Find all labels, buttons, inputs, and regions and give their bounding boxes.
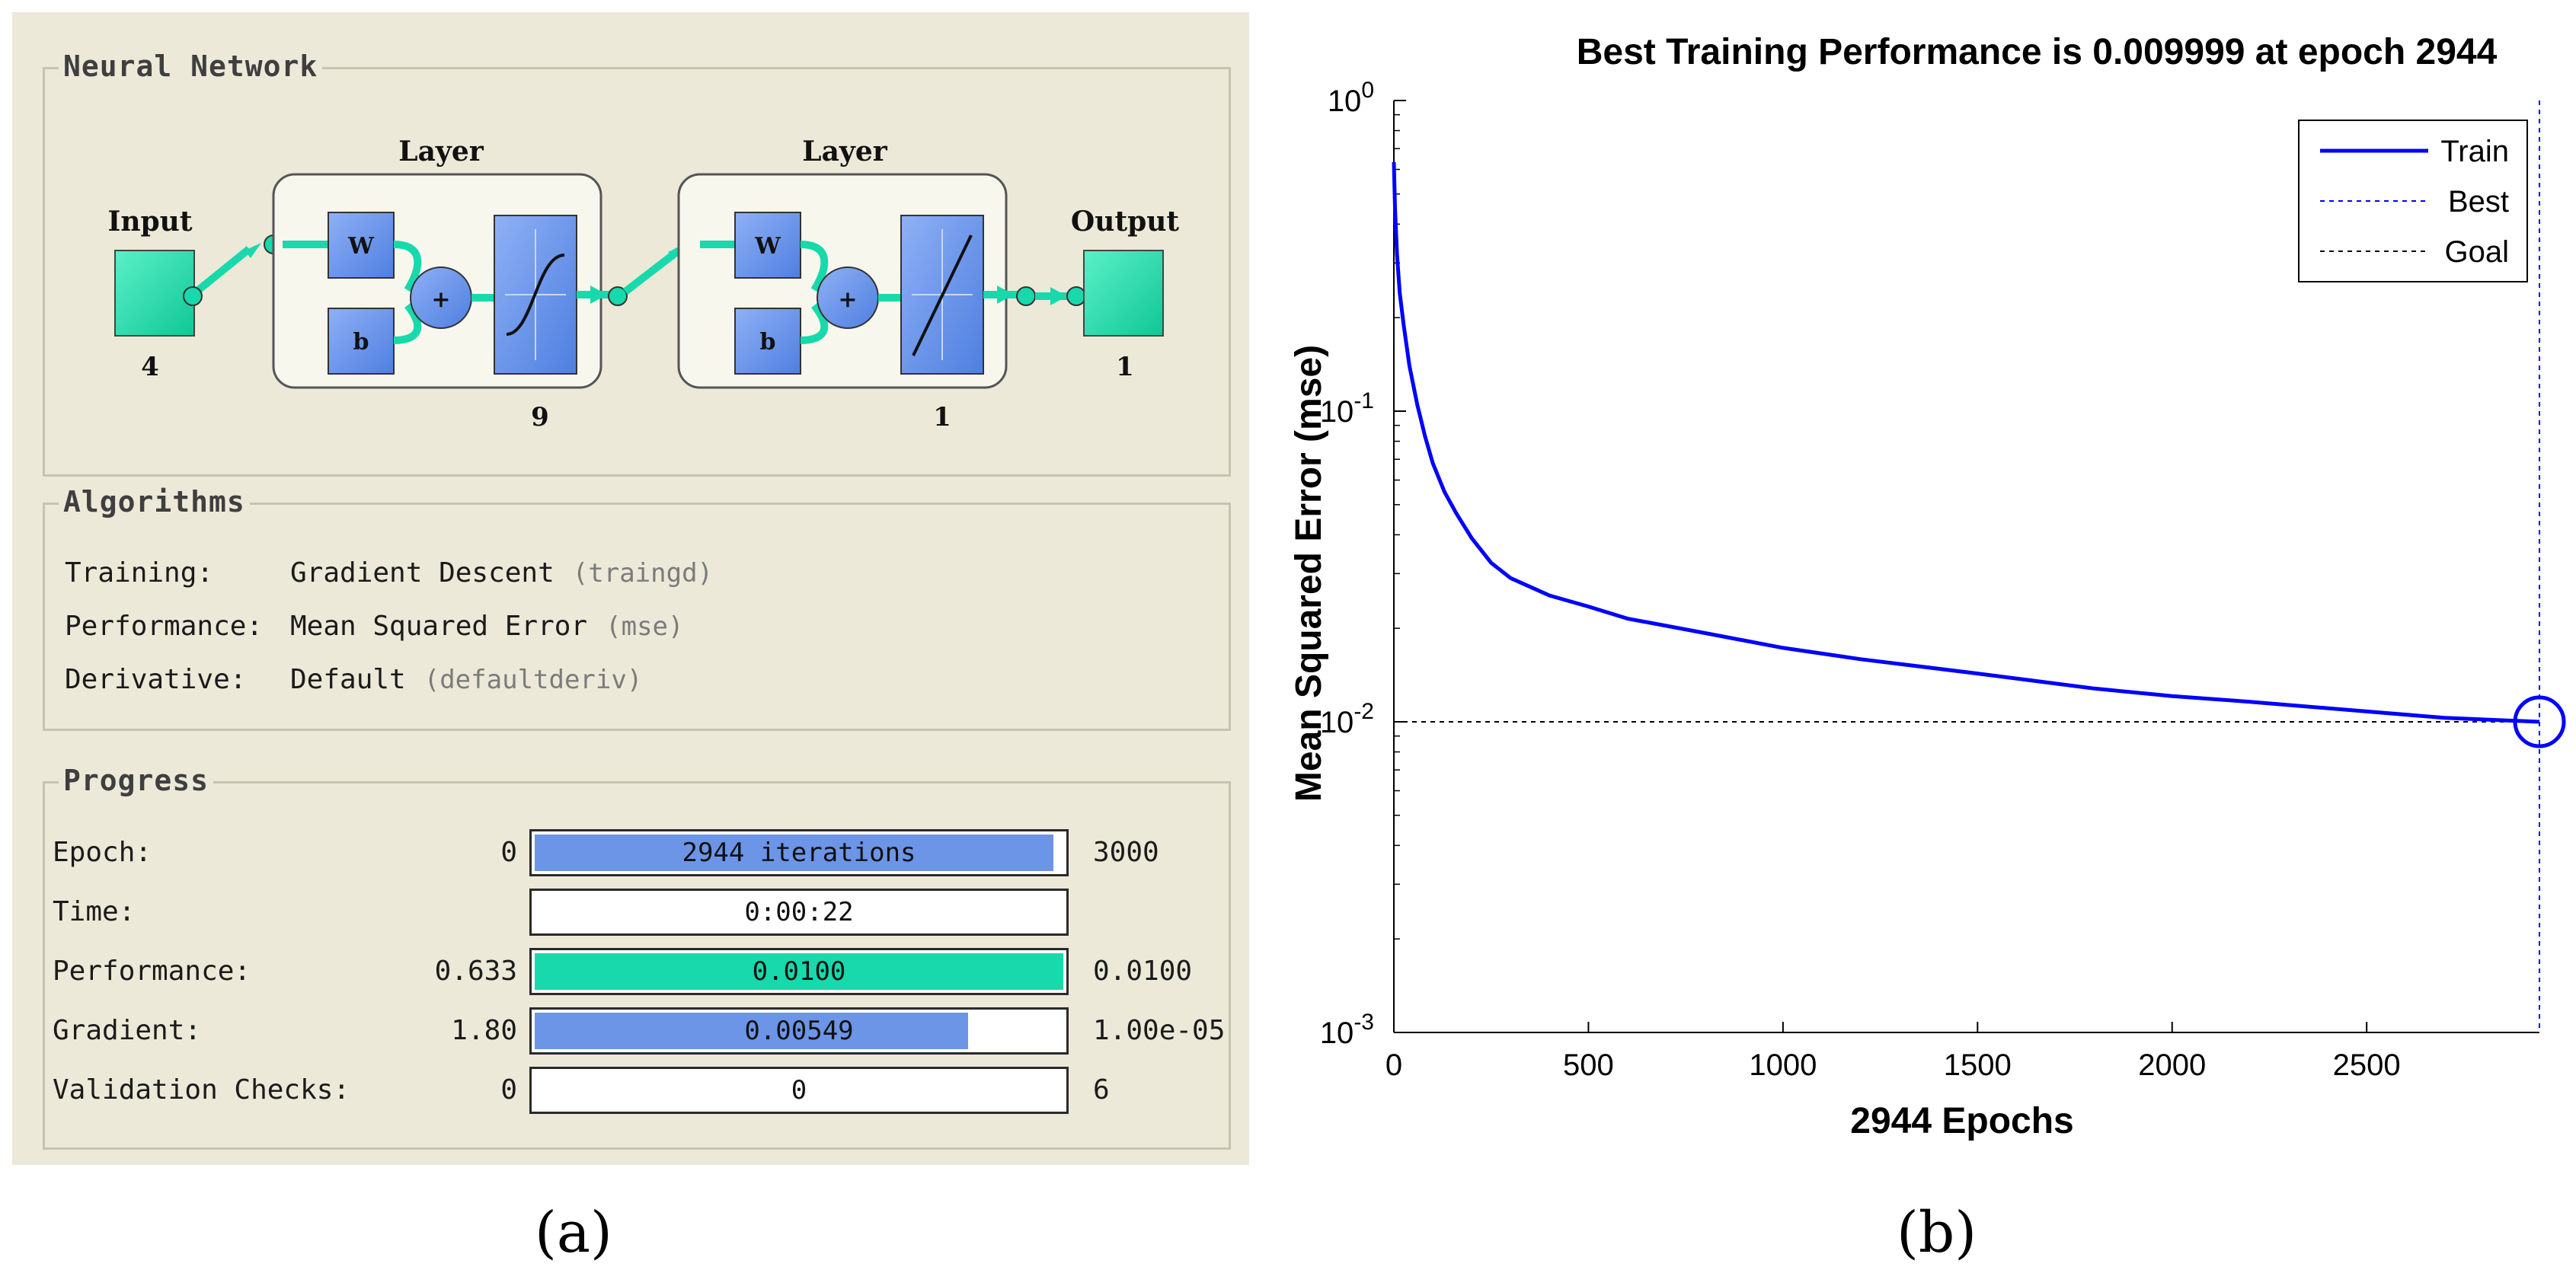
layer-1-sum-label: + bbox=[431, 286, 450, 313]
layer-1-weight bbox=[328, 212, 395, 279]
x-tick-label: 1000 bbox=[1749, 1048, 1817, 1082]
progress-fill bbox=[535, 953, 1063, 990]
progress-row-epoch: Epoch: 0 2944 iterations 3000 bbox=[45, 829, 1233, 876]
progress-start: 0 bbox=[500, 837, 517, 868]
progress-row-gradient: Gradient: 1.80 0.00549 1.00e-05 bbox=[45, 1007, 1233, 1055]
y-tick-label: 10-3 bbox=[1320, 1010, 1374, 1050]
progress-label: Time: bbox=[53, 896, 136, 927]
algo-label: Training: bbox=[65, 557, 214, 589]
x-tick-label: 2000 bbox=[2138, 1048, 2206, 1082]
chart-title: Best Training Performance is 0.009999 at… bbox=[1577, 32, 2498, 72]
input-block bbox=[114, 250, 195, 337]
legend-label: Best bbox=[2448, 185, 2509, 219]
algorithms-legend: Algorithms bbox=[59, 485, 250, 519]
progress-label: Performance: bbox=[53, 956, 251, 987]
training-window: Neural Network Input 4 La bbox=[12, 12, 1249, 1165]
progress-fill bbox=[535, 834, 1053, 871]
progress-group: Progress Epoch: 0 2944 iterations 3000 T… bbox=[43, 764, 1233, 1150]
chart-xlabel: 2944 Epochs bbox=[1850, 1101, 2073, 1141]
layer-2-title: Layer bbox=[802, 136, 887, 168]
progress-bar-text: 0:00:22 bbox=[744, 897, 854, 927]
layer-1-bias-label: b bbox=[353, 329, 369, 356]
output-block bbox=[1083, 250, 1164, 337]
layer-2-bias bbox=[734, 308, 801, 375]
performance-chart: Best Training Performance is 0.009999 at… bbox=[1289, 32, 2566, 1141]
layer-2-bias-label: b bbox=[760, 329, 776, 356]
x-tick-label: 0 bbox=[1385, 1048, 1402, 1082]
y-tick-label: 100 bbox=[1328, 78, 1374, 118]
algorithms-group: Algorithms Training: Gradient Descent (tr… bbox=[43, 485, 1231, 731]
algo-paren: (traingd) bbox=[572, 558, 714, 589]
algo-value: Gradient Descent bbox=[290, 557, 555, 589]
input-size: 4 bbox=[141, 352, 159, 382]
progress-end: 3000 bbox=[1093, 837, 1159, 868]
legend-label: Goal bbox=[2445, 235, 2510, 269]
x-tick-label: 2500 bbox=[2333, 1048, 2401, 1082]
progress-bar-text: 0.0100 bbox=[752, 956, 846, 987]
layer-2-weight bbox=[734, 212, 801, 279]
algo-value: Mean Squared Error bbox=[290, 611, 588, 642]
y-tick-label: 10-1 bbox=[1320, 388, 1374, 429]
y-tick-label: 10-2 bbox=[1320, 699, 1374, 739]
layer-2-weight-label: W bbox=[754, 233, 781, 260]
progress-label: Epoch: bbox=[53, 837, 152, 868]
algo-value: Default bbox=[290, 664, 406, 695]
progress-row-performance: Performance: 0.633 0.0100 0.0100 bbox=[45, 948, 1233, 995]
progress-bar-epoch: 2944 iterations bbox=[529, 829, 1069, 876]
progress-bar-text: 0 bbox=[791, 1075, 807, 1106]
layer-2-size: 1 bbox=[933, 402, 951, 432]
progress-end: 0.0100 bbox=[1093, 956, 1193, 987]
input-label: Input bbox=[108, 206, 193, 238]
network-diagram: Input 4 Layer W b + 9 bbox=[108, 136, 1180, 432]
progress-start: 0 bbox=[500, 1074, 517, 1106]
progress-row-time: Time: 0:00:22 bbox=[45, 889, 1233, 936]
progress-label: Validation Checks: bbox=[53, 1074, 350, 1106]
layer-1-size: 9 bbox=[531, 402, 549, 432]
progress-bar-text: 0.00549 bbox=[744, 1016, 854, 1046]
progress-end: 1.00e-05 bbox=[1093, 1015, 1226, 1046]
output-size: 1 bbox=[1116, 352, 1134, 382]
output-label: Output bbox=[1071, 206, 1180, 238]
algo-paren: (defaultderiv) bbox=[423, 665, 643, 695]
progress-bar-time: 0:00:22 bbox=[529, 889, 1069, 936]
progress-bar-text: 2944 iterations bbox=[682, 838, 916, 868]
chart-ylabel: Mean Squared Error (mse) bbox=[1289, 345, 1329, 802]
x-tick-label: 500 bbox=[1563, 1048, 1614, 1082]
progress-bar-gradient: 0.00549 bbox=[529, 1007, 1069, 1055]
progress-row-validation: Validation Checks: 0 0 6 bbox=[45, 1067, 1233, 1114]
x-tick-label: 1500 bbox=[1944, 1048, 2012, 1082]
caption-b: (b) bbox=[1897, 1200, 1977, 1265]
algo-paren: (mse) bbox=[606, 611, 684, 642]
algo-label: Derivative: bbox=[65, 664, 247, 695]
progress-fill bbox=[535, 1013, 969, 1049]
progress-bar-validation: 0 bbox=[529, 1067, 1069, 1114]
best-point-marker bbox=[2513, 695, 2566, 748]
neural-network-legend: Neural Network bbox=[59, 49, 323, 83]
progress-start: 1.80 bbox=[451, 1015, 517, 1046]
neural-network-group: Neural Network Input 4 La bbox=[43, 49, 1231, 477]
progress-start: 0.633 bbox=[434, 956, 517, 987]
layer-2-sum-label: + bbox=[838, 286, 857, 313]
layer-1-weight-label: W bbox=[347, 233, 375, 260]
progress-label: Gradient: bbox=[53, 1015, 202, 1046]
progress-end: 6 bbox=[1093, 1074, 1110, 1106]
plot-area: 100 10-1 10-2 10-3 0 500 1000 1500 2000 2500 bbox=[1320, 78, 2566, 1082]
series-train-line bbox=[1392, 161, 2540, 724]
caption-a: (a) bbox=[535, 1200, 612, 1265]
legend-label: Train bbox=[2440, 135, 2509, 168]
progress-bar-performance: 0.0100 bbox=[529, 948, 1069, 995]
progress-legend: Progress bbox=[59, 764, 214, 797]
layer-1-bias bbox=[328, 308, 395, 375]
layer-1-title: Layer bbox=[398, 136, 484, 168]
algo-label: Performance: bbox=[65, 611, 264, 642]
chart-legend: Train Best Goal bbox=[2298, 120, 2528, 282]
